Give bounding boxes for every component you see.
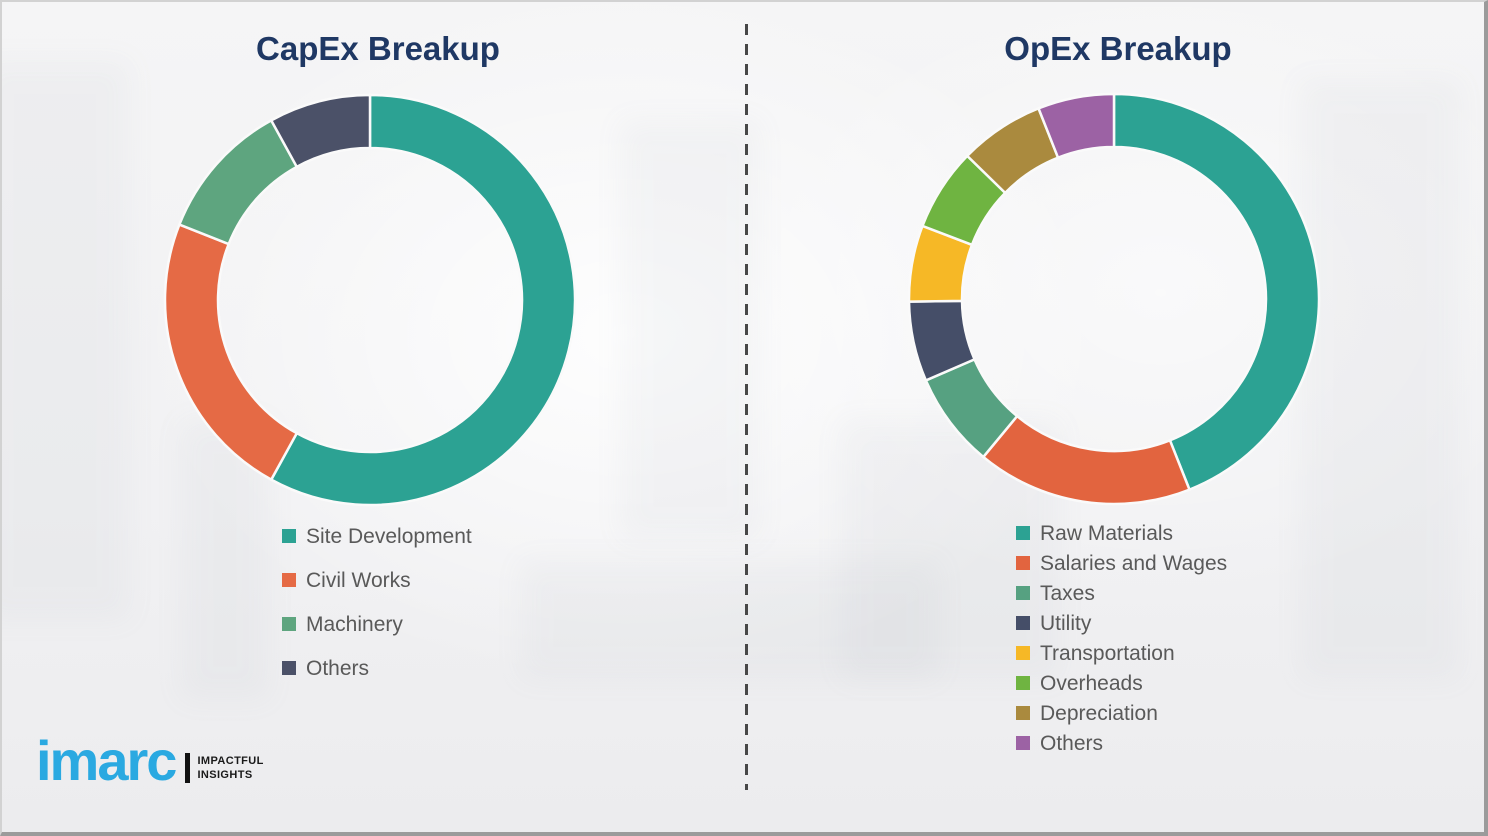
donut-slice-civil-works <box>163 222 299 482</box>
legend-swatch <box>1016 736 1030 750</box>
opex-chart-title: OpEx Breakup <box>1004 30 1232 67</box>
legend-label: Others <box>1040 731 1104 755</box>
legend-swatch <box>1016 706 1030 720</box>
legend-label: Overheads <box>1040 671 1143 695</box>
legend-item-raw-materials: Raw Materials <box>1016 518 1227 548</box>
capex-legend: Site Development Civil Works Machinery Othe… <box>282 514 472 690</box>
legend-swatch <box>1016 586 1030 600</box>
legend-swatch <box>282 573 296 587</box>
legend-item-site-development: Site Development <box>282 514 472 558</box>
imarc-wordmark: imarc <box>36 729 177 792</box>
legend-swatch <box>282 529 296 543</box>
logo-tagline-line2: INSIGHTS <box>197 769 253 782</box>
logo-divider-bar <box>185 753 191 784</box>
legend-swatch <box>1016 556 1030 570</box>
vertical-dashed-divider <box>745 24 748 790</box>
legend-label: Utility <box>1040 611 1092 635</box>
donut-slice-others <box>1036 92 1116 160</box>
legend-swatch <box>1016 646 1030 660</box>
legend-swatch <box>282 617 296 631</box>
legend-label: Machinery <box>306 612 403 636</box>
legend-item-transportation: Transportation <box>1016 638 1227 668</box>
legend-item-utility: Utility <box>1016 608 1227 638</box>
legend-label: Salaries and Wages <box>1040 551 1228 575</box>
legend-swatch <box>1016 616 1030 630</box>
legend-item-salaries-and-wages: Salaries and Wages <box>1016 548 1227 578</box>
imarc-logo: imarc IMPACTFUL INSIGHTS <box>36 729 264 792</box>
donut-slice-others <box>269 93 372 169</box>
legend-item-others: Others <box>1016 728 1227 758</box>
legend-label: Site Development <box>306 524 472 548</box>
legend-item-overheads: Overheads <box>1016 668 1227 698</box>
donut-slice-site-development <box>269 93 577 507</box>
legend-label: Civil Works <box>306 568 411 592</box>
legend-item-machinery: Machinery <box>282 602 472 646</box>
legend-label: Depreciation <box>1040 701 1158 725</box>
legend-label: Raw Materials <box>1040 521 1174 545</box>
legend-label: Taxes <box>1040 581 1095 605</box>
legend-item-taxes: Taxes <box>1016 578 1227 608</box>
capex-donut-chart <box>163 93 577 507</box>
opex-donut-chart <box>907 92 1321 506</box>
legend-swatch <box>282 661 296 675</box>
legend-label: Transportation <box>1040 641 1175 665</box>
donut-slice-raw-materials <box>1112 92 1321 492</box>
legend-label: Others <box>306 656 370 680</box>
capex-chart-title: CapEx Breakup <box>256 30 500 67</box>
legend-item-depreciation: Depreciation <box>1016 698 1227 728</box>
legend-item-civil-works: Civil Works <box>282 558 472 602</box>
legend-item-others: Others <box>282 646 472 690</box>
donut-slice-machinery <box>177 118 299 246</box>
logo-tagline-line1: IMPACTFUL <box>197 754 264 767</box>
legend-swatch <box>1016 526 1030 540</box>
opex-legend: Raw Materials Salaries and Wages Taxes Util… <box>1016 518 1227 758</box>
legend-swatch <box>1016 676 1030 690</box>
donut-slice-salaries-and-wages <box>981 414 1192 506</box>
